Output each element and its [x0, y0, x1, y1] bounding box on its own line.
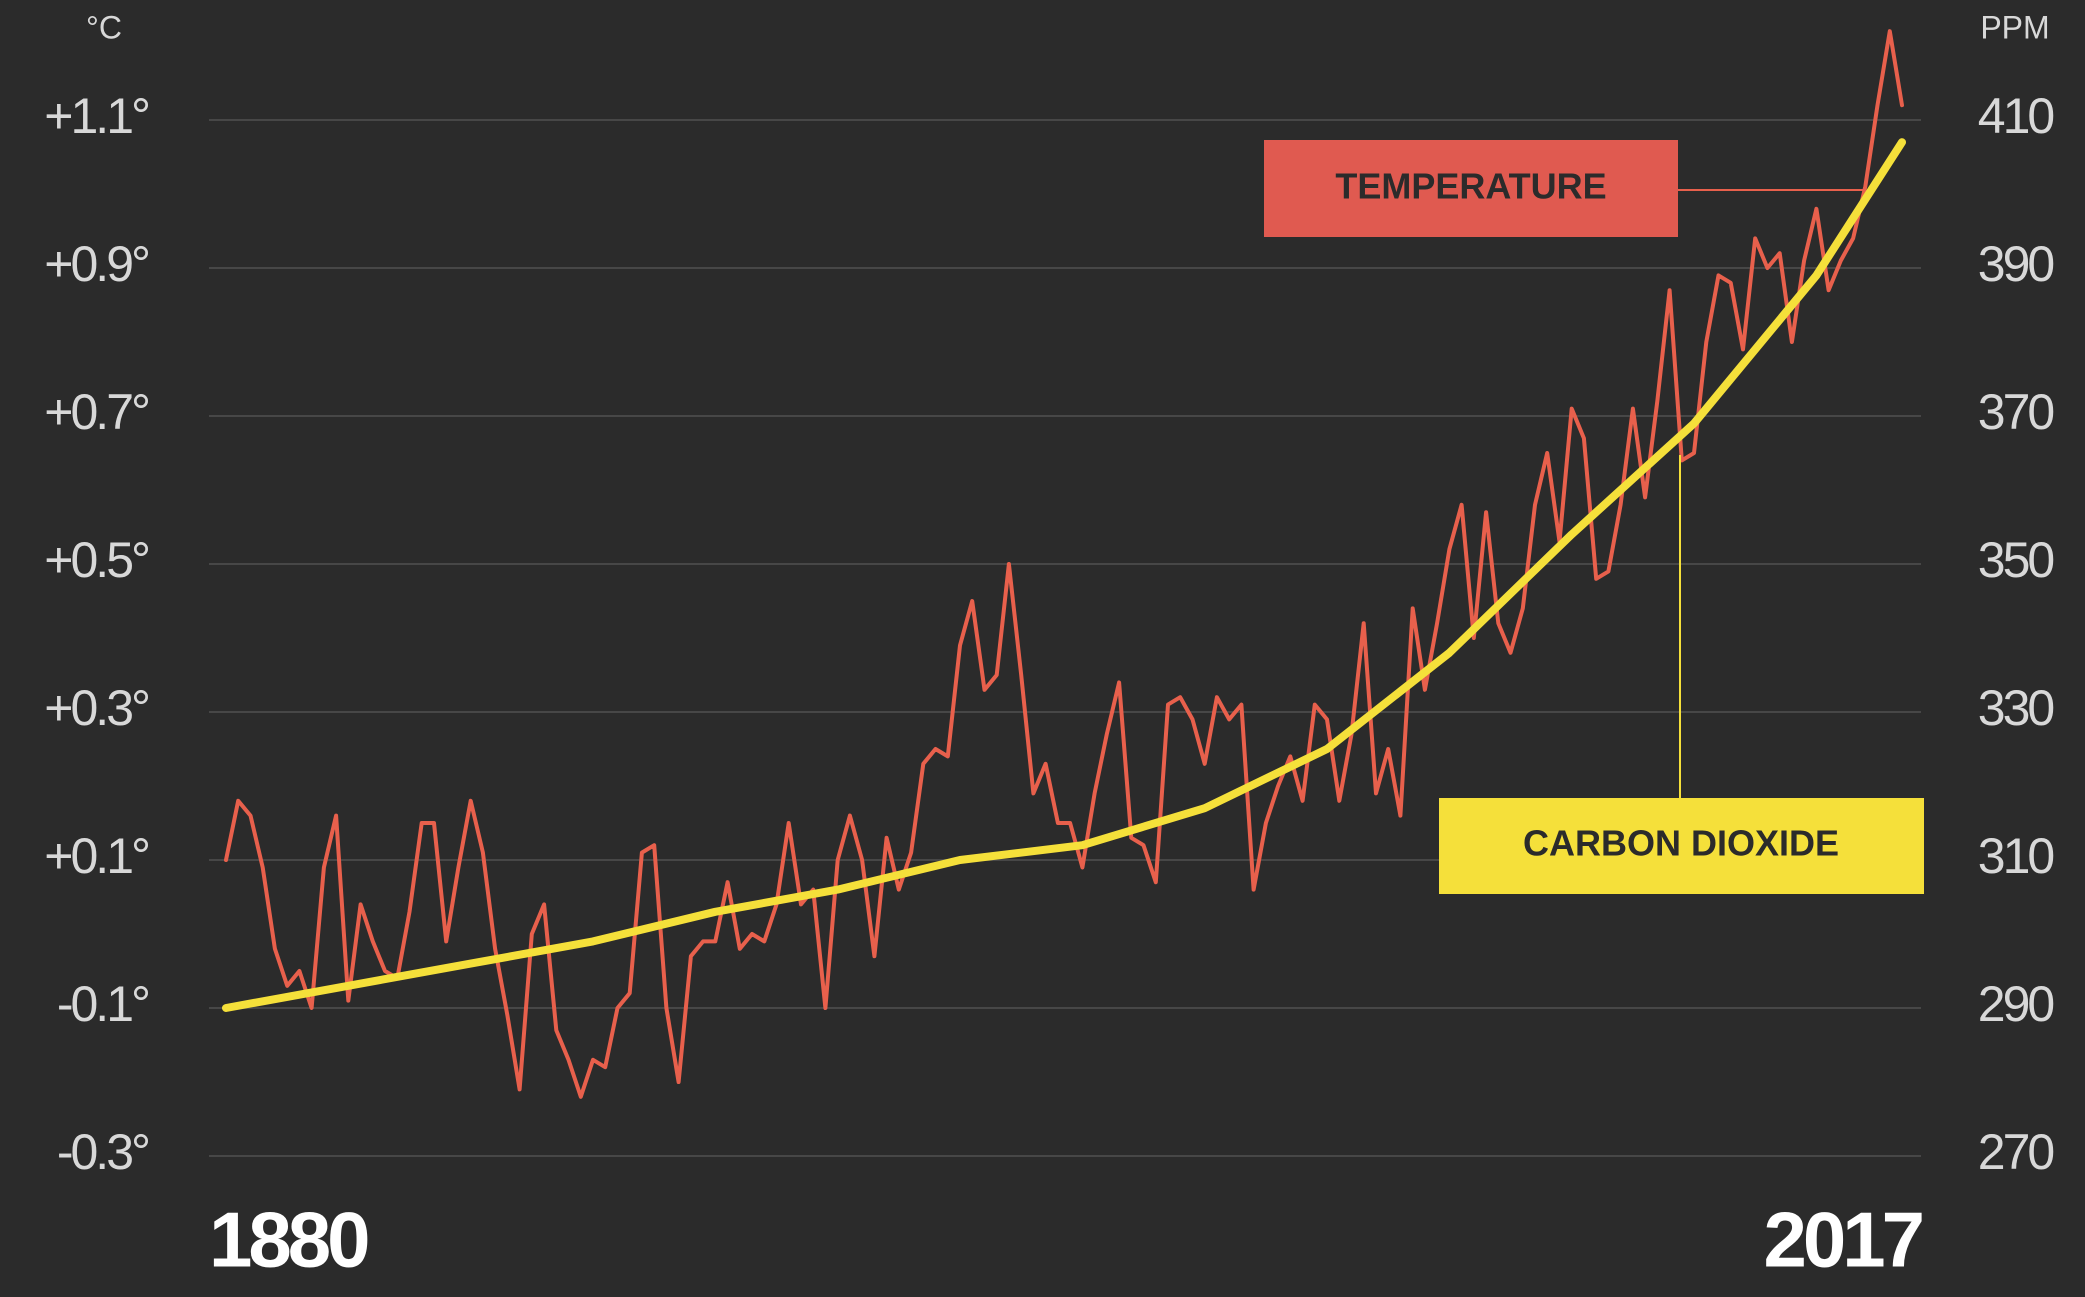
y2-tick-label: 290 — [1978, 976, 2054, 1032]
y-tick-label: +0.5° — [44, 532, 148, 588]
y-unit-label: °C — [86, 9, 122, 45]
y-tick-label: +0.3° — [44, 680, 148, 736]
lines — [222, 29, 1906, 1099]
co2-line — [222, 138, 1906, 1012]
y2-unit-label: PPM — [1980, 9, 2049, 45]
y-tick-label: +1.1° — [44, 88, 148, 144]
y2-tick-label: 410 — [1978, 88, 2054, 144]
y-tick-label: +0.9° — [44, 236, 148, 292]
y-tick-label: -0.3° — [57, 1124, 148, 1180]
temperature-label: TEMPERATURE — [1335, 166, 1606, 207]
y2-tick-label: 270 — [1978, 1124, 2054, 1180]
y-tick-label: +0.1° — [44, 828, 148, 884]
y-tick-label: -0.1° — [57, 976, 148, 1032]
x-tick-label: 2017 — [1763, 1196, 1921, 1284]
y2-tick-label: 350 — [1978, 532, 2054, 588]
y2-tick-label: 310 — [1978, 828, 2054, 884]
co2-label: CARBON DIOXIDE — [1523, 823, 1839, 864]
y2-tick-label: 390 — [1978, 236, 2054, 292]
y2-tick-label: 370 — [1978, 384, 2054, 440]
x-tick-label: 1880 — [209, 1196, 368, 1284]
y-tick-label: +0.7° — [44, 384, 148, 440]
temperature-box — [1264, 140, 1678, 237]
y2-tick-label: 330 — [1978, 680, 2054, 736]
grid — [209, 119, 1921, 1157]
co2-box — [1439, 798, 1924, 894]
